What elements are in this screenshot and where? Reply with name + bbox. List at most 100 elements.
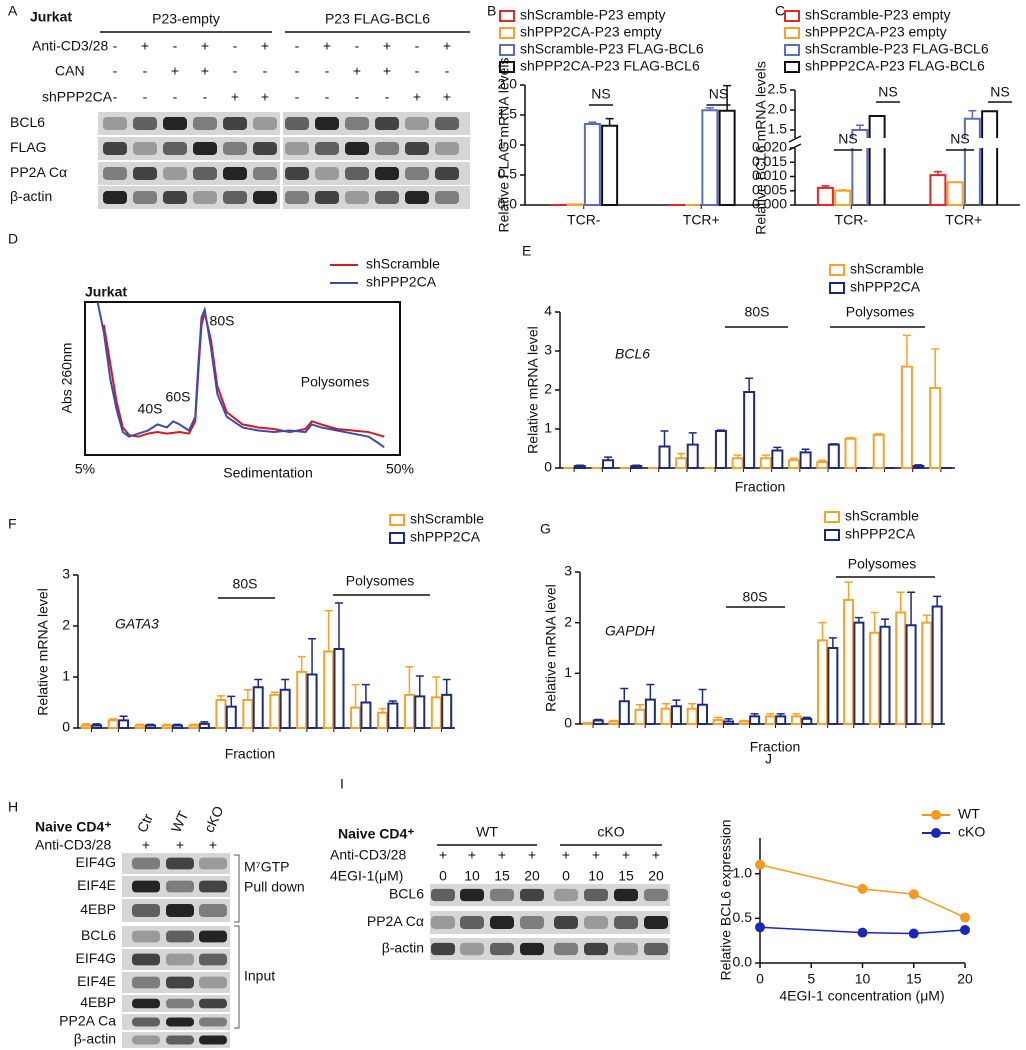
error-bar (723, 84, 732, 111)
error-bar (802, 716, 811, 719)
bar (215, 698, 227, 729)
panel-label: B (487, 3, 496, 19)
band (253, 191, 277, 204)
y-axis-title: Abs 260nm (59, 343, 75, 414)
gene-label: GATA3 (115, 616, 159, 632)
condition-value: + (353, 63, 361, 79)
peak-label: 80S (210, 313, 235, 329)
error-bar (636, 703, 645, 710)
panel-label: C (775, 3, 785, 19)
band (193, 167, 217, 180)
bar (981, 110, 999, 205)
error-bar (933, 595, 942, 607)
bar (269, 693, 281, 729)
legend-marker (931, 828, 941, 838)
error-bar (109, 718, 118, 721)
x-axis-title: Fraction (735, 479, 786, 495)
bar (134, 724, 146, 729)
band (253, 167, 277, 180)
y-tick-label: 4 (544, 303, 552, 319)
condition-value: - (355, 89, 360, 105)
y-tick-label: 1 (564, 664, 572, 680)
error-bar (415, 675, 424, 697)
bar (686, 707, 698, 725)
band (460, 916, 484, 929)
bar (306, 673, 318, 729)
condition-value: - (355, 38, 360, 54)
error-bar (896, 591, 905, 613)
band (554, 942, 578, 956)
band (253, 117, 277, 130)
band (223, 142, 247, 155)
condition-value: - (385, 89, 390, 105)
band (315, 191, 339, 204)
y-tick-label: 0.005 (752, 181, 787, 197)
error-bar (931, 348, 940, 389)
bar (377, 711, 389, 729)
band (199, 976, 227, 989)
band (405, 117, 429, 130)
error-bar (733, 454, 742, 459)
band (431, 942, 455, 956)
condition-label: Anti-CD3/28 (330, 847, 406, 863)
bar (844, 437, 857, 469)
error-bar (874, 432, 883, 435)
band (193, 117, 217, 130)
bracket-label: Pull down (244, 879, 305, 895)
bar (323, 650, 335, 729)
bar (853, 621, 865, 725)
band (193, 191, 217, 204)
band (405, 167, 429, 180)
band (285, 167, 309, 180)
error-bar (790, 457, 799, 461)
band (166, 857, 194, 870)
error-bar (119, 715, 128, 721)
legend-marker (829, 282, 845, 294)
band (103, 142, 127, 155)
error-bar (173, 723, 182, 726)
legend-marker (499, 61, 515, 73)
condition-label: 4EGI-1(μM) (330, 868, 403, 884)
band (431, 916, 455, 929)
error-bar (750, 713, 759, 717)
band (199, 953, 227, 966)
series-line (759, 926, 966, 935)
band (345, 191, 369, 204)
x-tick-label: TCR- (567, 212, 601, 228)
cell-label: Naive CD4⁺ (35, 819, 112, 835)
bar (701, 109, 719, 206)
annotation: 80S (743, 589, 768, 605)
error-bar (705, 107, 714, 111)
row-label: EIF4E (77, 877, 116, 893)
band (132, 1035, 160, 1045)
bar (333, 647, 345, 729)
band (253, 142, 277, 155)
condition-value: - (325, 63, 330, 79)
bar (714, 429, 727, 469)
bar (738, 720, 750, 725)
condition-value: 15 (618, 868, 634, 884)
panel-label: I (340, 776, 344, 792)
error-bar (922, 614, 931, 623)
x-axis-title: Sedimentation (223, 465, 313, 481)
band (132, 953, 160, 966)
error-bar (254, 678, 263, 688)
error-bar (792, 713, 801, 717)
row-label: PP2A Ca (59, 1013, 116, 1029)
condition-value: - (295, 89, 300, 105)
axis-break (788, 135, 802, 143)
bar (360, 701, 372, 729)
error-bar (745, 377, 754, 392)
error-bar (588, 121, 597, 124)
error-bar (442, 678, 451, 695)
bracket-label: M⁷GTP (244, 859, 290, 875)
bar (731, 457, 744, 469)
band (554, 916, 578, 929)
condition-value: - (263, 63, 268, 79)
error-bar (281, 678, 290, 690)
x-tick-label: 20 (957, 971, 973, 987)
error-bar (844, 581, 853, 600)
error-bar (646, 683, 655, 700)
condition-value: + (171, 63, 179, 79)
